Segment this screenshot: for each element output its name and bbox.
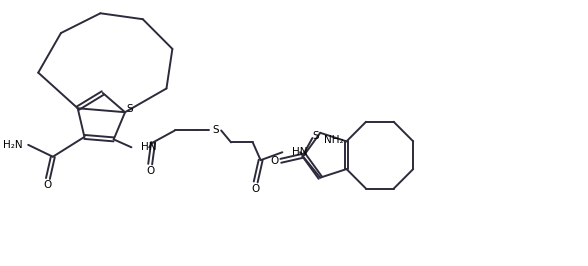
Text: NH₂: NH₂ [324,135,344,145]
Text: S: S [312,131,319,141]
Text: O: O [270,156,279,166]
Text: HN: HN [141,142,157,152]
Text: S: S [126,104,133,114]
Text: S: S [212,126,219,135]
Text: H₂N: H₂N [2,140,22,150]
Text: O: O [252,184,260,194]
Text: O: O [44,180,52,190]
Text: HN: HN [292,147,308,157]
Text: O: O [146,166,154,176]
